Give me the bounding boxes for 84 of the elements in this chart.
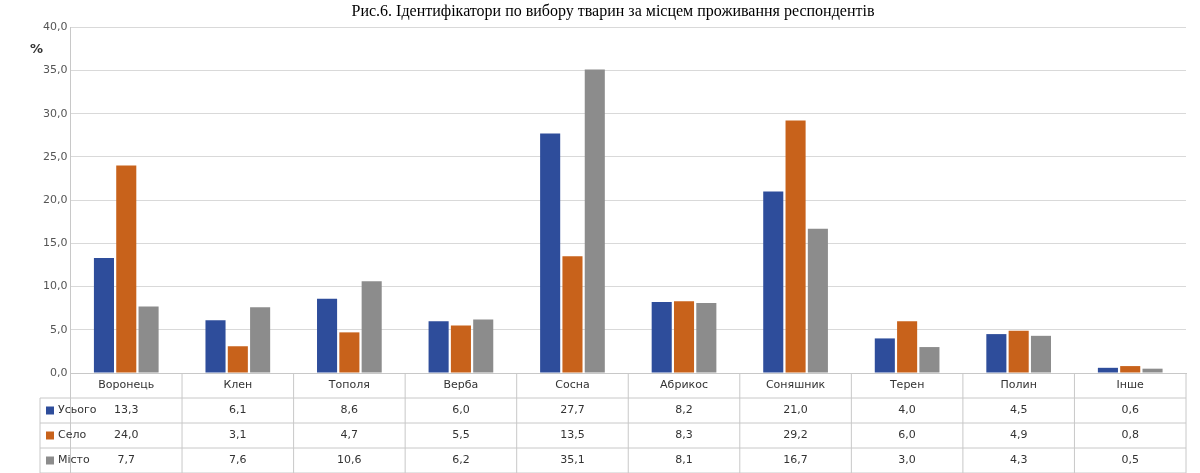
data-label: 4,7: [340, 428, 359, 442]
data-label: 4,9: [1009, 428, 1028, 442]
y-tick-label: 20,0: [42, 192, 68, 206]
x-tick-label: Клен: [223, 378, 253, 392]
data-label: 29,2: [783, 428, 808, 442]
data-label: 16,7: [783, 453, 808, 467]
x-tick-label: Соняшник: [765, 378, 826, 392]
bar: [138, 306, 159, 373]
data-label: 21,0: [783, 403, 808, 417]
bar: [1097, 367, 1118, 373]
bar: [93, 258, 114, 373]
bar: [673, 301, 695, 373]
data-label: 4,3: [1009, 453, 1028, 467]
y-tick-label: 5,0: [49, 322, 68, 336]
bar: [428, 321, 449, 373]
bar: [227, 346, 248, 373]
x-tick-label: Верба: [443, 378, 479, 392]
legend-label: Село: [58, 428, 87, 442]
data-label: 8,1: [675, 453, 693, 467]
data-label: 0,8: [1121, 428, 1139, 442]
y-tick-label: 25,0: [42, 149, 68, 163]
data-label: 13,5: [560, 428, 585, 442]
legend-label: Місто: [58, 453, 90, 467]
bar: [1142, 368, 1163, 373]
y-tick-label: 30,0: [42, 106, 68, 120]
data-label: 10,6: [337, 453, 362, 467]
bar: [1030, 335, 1052, 373]
data-label: 6,0: [452, 403, 470, 417]
x-tick-label: Сосна: [555, 378, 590, 392]
data-label: 6,1: [229, 403, 247, 417]
data-label: 35,1: [560, 453, 585, 467]
data-label: 7,6: [229, 453, 247, 467]
bar: [317, 298, 338, 373]
data-label: 5,5: [452, 428, 470, 442]
bar: [562, 256, 583, 373]
bar: [1120, 366, 1141, 373]
bar: [450, 325, 471, 373]
bar: [584, 69, 605, 373]
data-label: 7,7: [117, 453, 136, 467]
bar: [116, 165, 137, 373]
bar: [696, 302, 717, 373]
x-tick-label: Тополя: [327, 378, 370, 392]
bar: [763, 191, 784, 373]
x-tick-label: Воронець: [98, 378, 155, 392]
y-tick-label: 0,0: [49, 365, 68, 379]
y-axis-title: %: [30, 40, 44, 56]
data-label: 8,3: [675, 428, 693, 442]
x-tick-label: Абрикос: [660, 378, 708, 392]
bar: [250, 307, 271, 373]
bar: [785, 120, 806, 373]
y-tick-label: 35,0: [42, 63, 68, 77]
data-label: 27,7: [560, 403, 585, 417]
bar: [473, 319, 494, 373]
bar: [1008, 330, 1029, 373]
bar: [897, 321, 918, 373]
data-label: 4,0: [898, 403, 916, 417]
data-label: 0,5: [1121, 453, 1139, 467]
bar: [205, 320, 226, 373]
bar: [651, 302, 672, 373]
data-label: 3,1: [229, 428, 247, 442]
bar: [874, 338, 895, 373]
y-tick-label: 15,0: [42, 236, 68, 250]
data-label: 4,5: [1009, 403, 1028, 417]
data-label: 8,2: [675, 403, 693, 417]
data-label: 6,2: [452, 453, 470, 467]
chart-title: Рис.6. Ідентифікатори по вибору тварин за місцем проживання респондентів: [351, 1, 875, 20]
x-tick-label: Полин: [1000, 378, 1037, 392]
data-label: 0,6: [1121, 403, 1139, 417]
bar: [919, 347, 940, 373]
data-label: 13,3: [114, 403, 139, 417]
data-label: 8,6: [340, 403, 359, 417]
bar: [540, 133, 561, 373]
data-label: 3,0: [898, 453, 916, 467]
bar: [807, 228, 828, 373]
data-label: 24,0: [114, 428, 139, 442]
data-label: 6,0: [898, 428, 916, 442]
y-tick-label: 10,0: [42, 279, 68, 293]
bar: [986, 334, 1007, 373]
x-tick-label: Терен: [888, 378, 925, 392]
bar: [361, 281, 382, 373]
x-tick-label: Інше: [1116, 378, 1145, 392]
legend-label: Усього: [58, 403, 97, 417]
bar: [339, 332, 360, 373]
y-tick-label: 40,0: [42, 20, 68, 34]
